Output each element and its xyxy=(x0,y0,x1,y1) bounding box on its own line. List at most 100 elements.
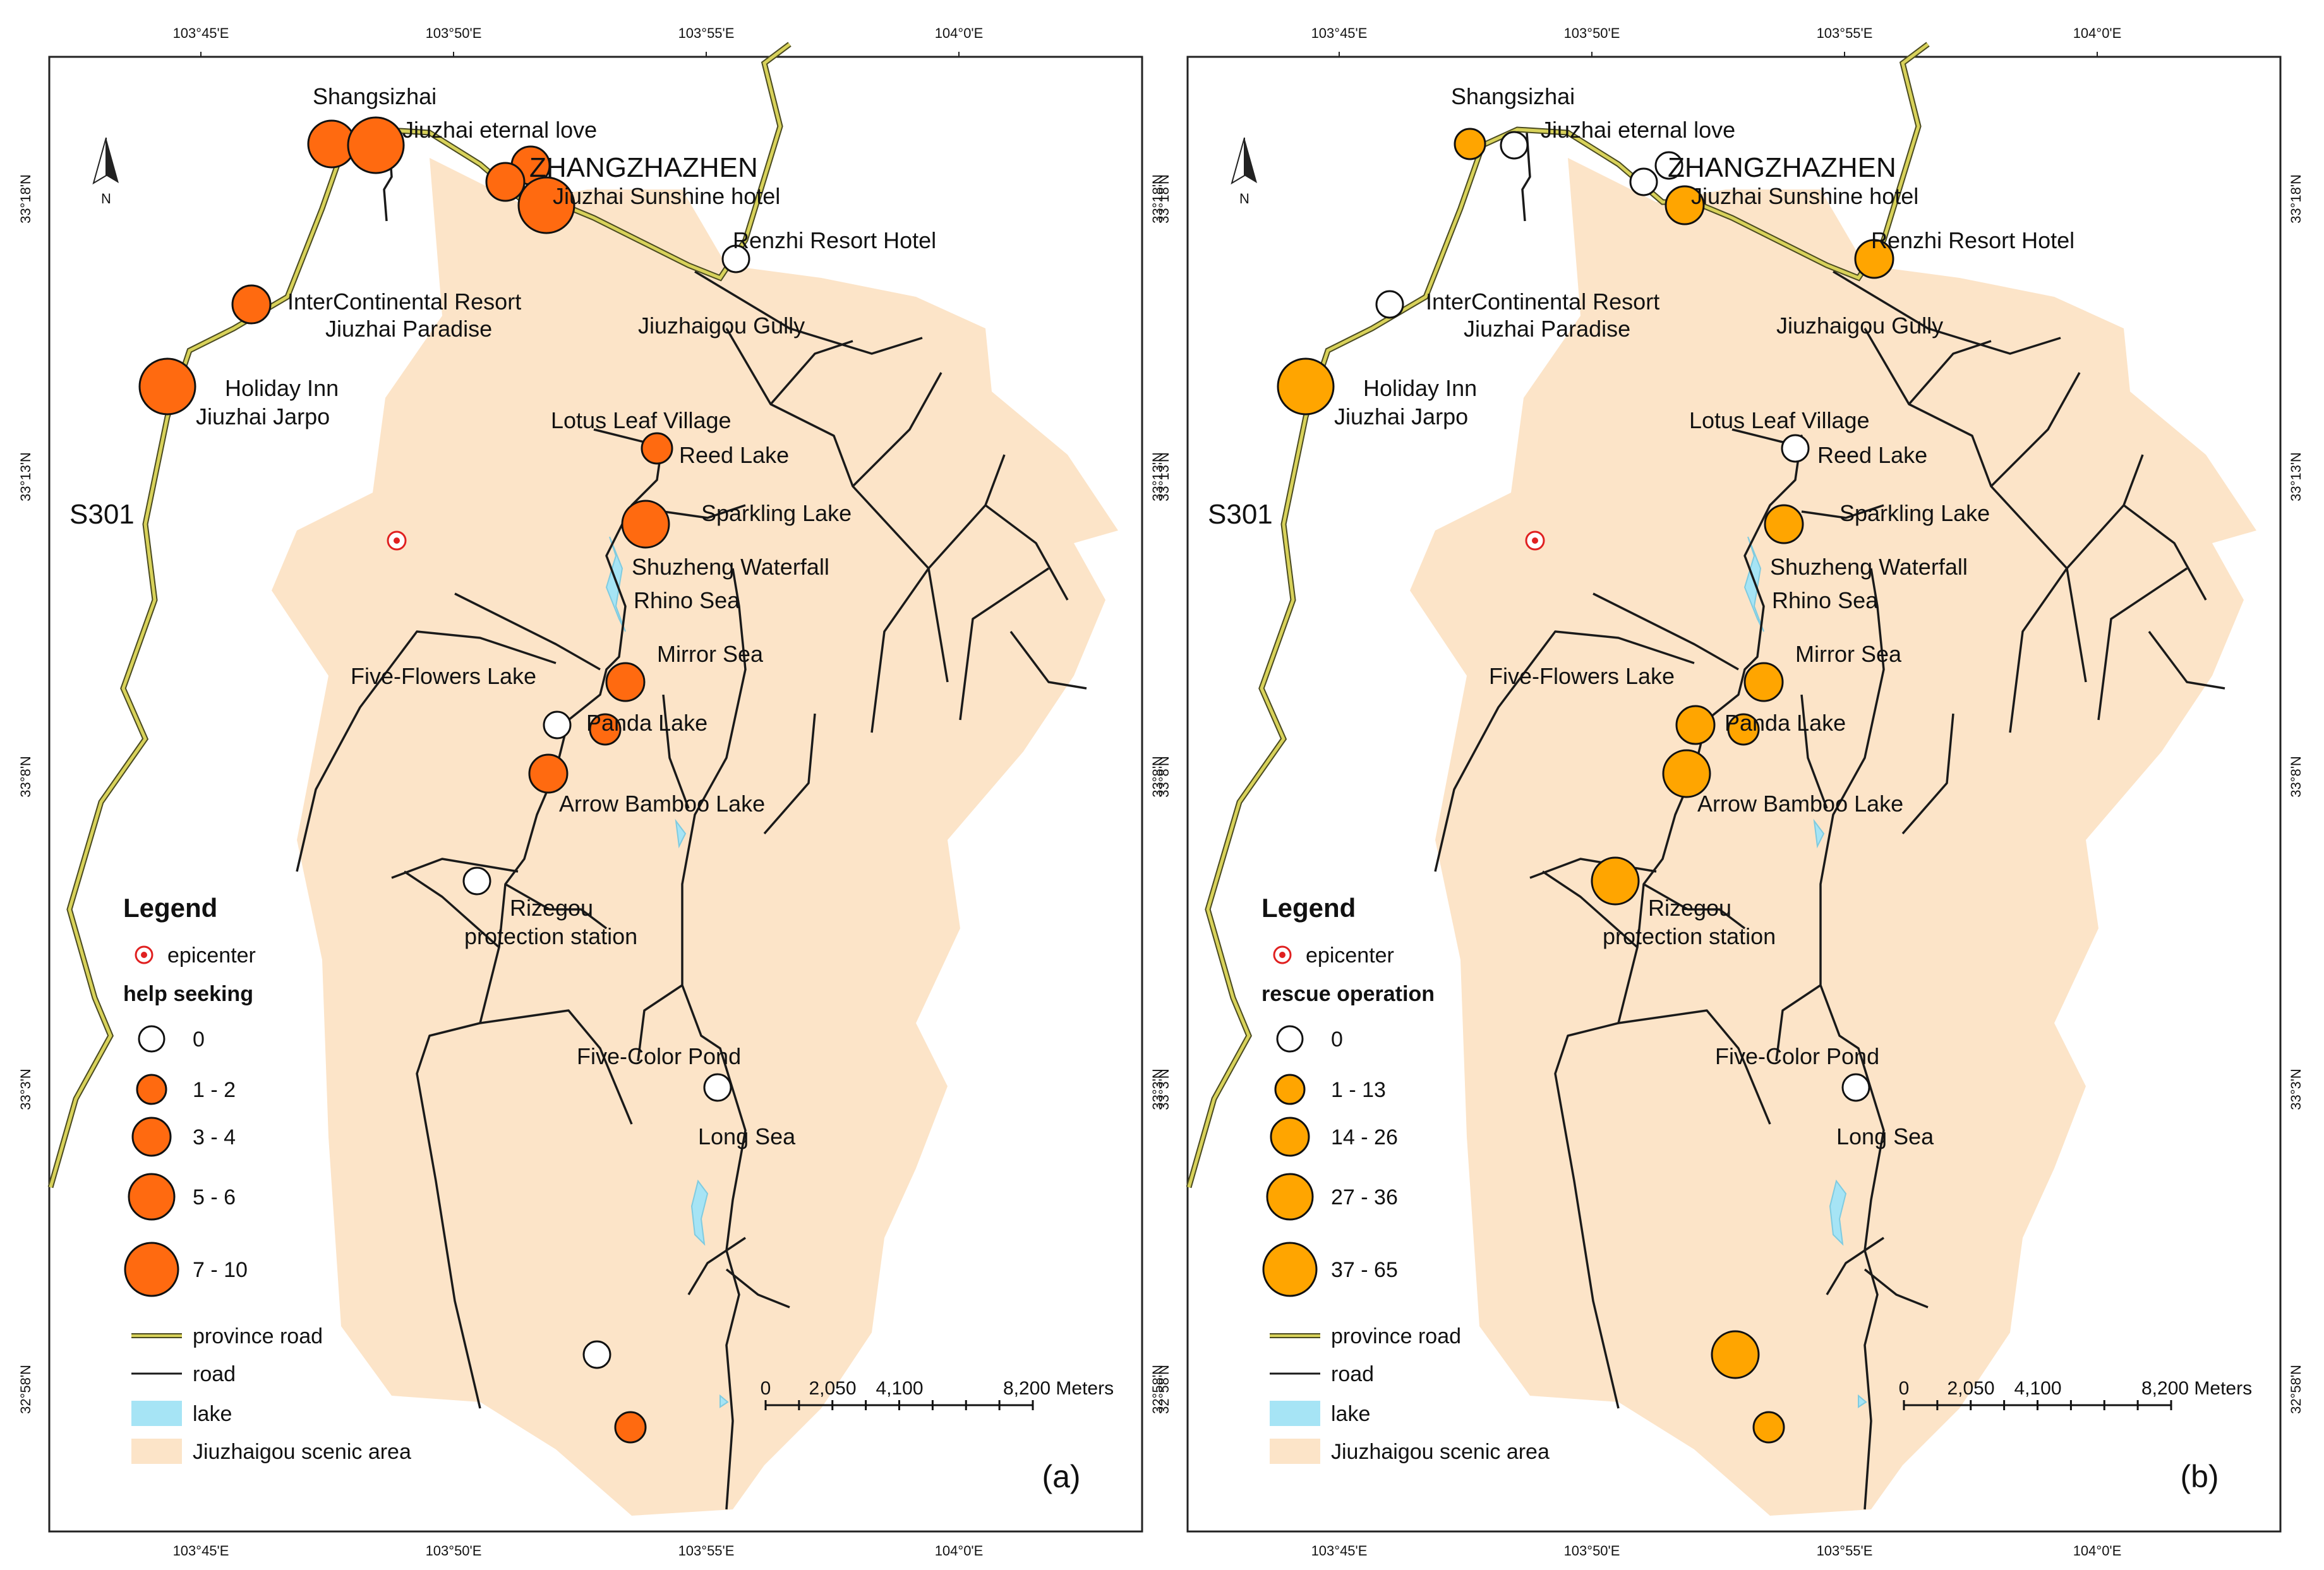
legend-lake-swatch xyxy=(131,1401,182,1426)
site-marker xyxy=(462,866,491,896)
site-marker xyxy=(543,710,572,740)
place-label: Rizegou xyxy=(1648,895,1731,921)
lat-tick-left: 32°58'N xyxy=(18,1365,33,1414)
site-marker xyxy=(485,162,526,202)
road-line xyxy=(2097,567,2188,721)
lat-tick-right: 33°18'N xyxy=(2288,174,2304,224)
road-line xyxy=(1908,340,1992,405)
scale-label: 0 xyxy=(761,1378,771,1399)
place-label: Jiuzhai Paradise xyxy=(1464,316,1630,342)
place-label: Holiday Inn xyxy=(225,375,339,401)
site-marker xyxy=(1591,856,1640,906)
scale-label: 4,100 xyxy=(876,1378,923,1399)
site-marker xyxy=(1500,131,1529,160)
legend-class-marker xyxy=(1276,1025,1304,1053)
legend-area-swatch xyxy=(131,1439,182,1464)
road-line xyxy=(1592,592,1739,671)
road-line xyxy=(1833,270,2061,355)
place-label: Lotus Leaf Village xyxy=(1689,407,1870,433)
map-panel-a: N Shangsizhai Jiuzhai eternal love ZHANGZHA… xyxy=(18,25,1165,1559)
road-line xyxy=(479,1009,633,1125)
lon-tick-top: 103°50'E xyxy=(1564,25,1620,41)
lon-tick-bottom: 103°45'E xyxy=(173,1543,229,1559)
road-line xyxy=(984,504,1069,601)
north-label: N xyxy=(1239,191,1249,207)
scale-label: 2,050 xyxy=(809,1378,856,1399)
lake-shape xyxy=(1813,818,1825,849)
place-label: Shuzheng Waterfall xyxy=(1770,554,1968,580)
site-marker xyxy=(347,116,405,174)
place-label: Shuzheng Waterfall xyxy=(632,554,829,580)
legend-class-label: 27 - 36 xyxy=(1331,1185,1398,1209)
lat-tick-left: 33°18'N xyxy=(18,174,33,224)
place-label: protection station xyxy=(1603,923,1776,949)
road-line xyxy=(404,870,500,949)
legend-class-label: 7 - 10 xyxy=(193,1258,248,1282)
site-marker xyxy=(1654,151,1683,180)
road-line xyxy=(725,328,949,683)
site-marker xyxy=(528,753,569,794)
lat-tick-left: 33°8'N xyxy=(18,756,33,798)
legend-class-marker xyxy=(1270,1117,1310,1157)
road-line xyxy=(1434,630,1695,872)
north-arrow-icon xyxy=(106,138,119,183)
province-road xyxy=(1187,43,1929,1188)
north-arrow-icon-half xyxy=(1231,137,1245,185)
legend-class-label: 0 xyxy=(193,1028,205,1052)
lon-tick-bottom: 103°50'E xyxy=(1564,1543,1620,1559)
road-line xyxy=(2122,504,2207,601)
place-label: Shangsizhai xyxy=(1451,83,1575,109)
panel-label: (a) xyxy=(1042,1459,1080,1494)
road-line xyxy=(663,504,746,519)
legend-class-label: 37 - 65 xyxy=(1331,1258,1398,1282)
road-line xyxy=(870,567,930,733)
place-label: Rhino Sea xyxy=(1772,587,1879,613)
site-marker xyxy=(517,176,575,234)
lon-tick-bottom: 103°45'E xyxy=(1311,1543,1368,1559)
lat-tick-right: 33°3'N xyxy=(1150,1069,1165,1110)
place-label: Five-Flowers Lake xyxy=(1489,663,1675,689)
north-label: N xyxy=(101,191,111,207)
place-label: Renzhi Resort Hotel xyxy=(1871,227,2074,253)
legend-province-road-label: province road xyxy=(1331,1324,1461,1348)
legend-class-marker xyxy=(1266,1173,1314,1221)
legend-class-marker xyxy=(1274,1074,1306,1105)
map-panel-b: N Shangsizhai Jiuzhai eternal love ZHANGZHA… xyxy=(1156,25,2304,1559)
legend-epicenter-label: epicenter xyxy=(167,944,256,968)
road-line xyxy=(1863,328,2087,683)
epicenter-dot xyxy=(394,537,400,544)
lat-tick-right: 33°18'N xyxy=(1150,174,1165,224)
place-label: Jiuzhai eternal love xyxy=(1541,117,1735,143)
place-label: Sparkling Lake xyxy=(1839,500,1990,526)
road-line xyxy=(637,984,683,1062)
place-label: Five-Color Pond xyxy=(577,1043,741,1069)
road-line xyxy=(694,270,923,355)
lat-tick-left: 33°8'N xyxy=(1156,756,1172,798)
legend-class-label: 5 - 6 xyxy=(193,1185,236,1209)
legend-lake-swatch xyxy=(1270,1401,1320,1426)
place-label: Holiday Inn xyxy=(1363,375,1477,401)
road-line xyxy=(1009,630,1087,690)
scale-label: 2,050 xyxy=(1947,1378,1994,1399)
lat-tick-left: 33°13'N xyxy=(18,452,33,501)
site-marker xyxy=(1752,1411,1785,1444)
site-marker xyxy=(1665,185,1705,225)
site-marker xyxy=(1711,1330,1760,1379)
place-label: Jiuzhai Jarpo xyxy=(196,404,330,429)
site-marker xyxy=(1375,290,1404,319)
legend-epicenter-dot xyxy=(1279,952,1285,958)
site-marker xyxy=(605,662,646,702)
place-label: Rhino Sea xyxy=(634,587,740,613)
road-line xyxy=(662,694,690,809)
lat-tick-right: 33°8'N xyxy=(2288,756,2304,798)
site-marker xyxy=(1454,128,1486,160)
legend-variable: help seeking xyxy=(123,982,253,1006)
legend-class-label: 1 - 2 xyxy=(193,1078,236,1102)
legend-epicenter-dot xyxy=(141,952,147,958)
lat-tick-right: 32°58'N xyxy=(1150,1365,1165,1414)
place-label: ZHANGZHAZHEN xyxy=(1668,152,1896,183)
lon-tick-top: 103°45'E xyxy=(1311,25,1368,41)
place-label: Shangsizhai xyxy=(313,83,437,109)
place-label: Jiuzhai Jarpo xyxy=(1334,404,1468,429)
place-label: Renzhi Resort Hotel xyxy=(733,227,936,253)
